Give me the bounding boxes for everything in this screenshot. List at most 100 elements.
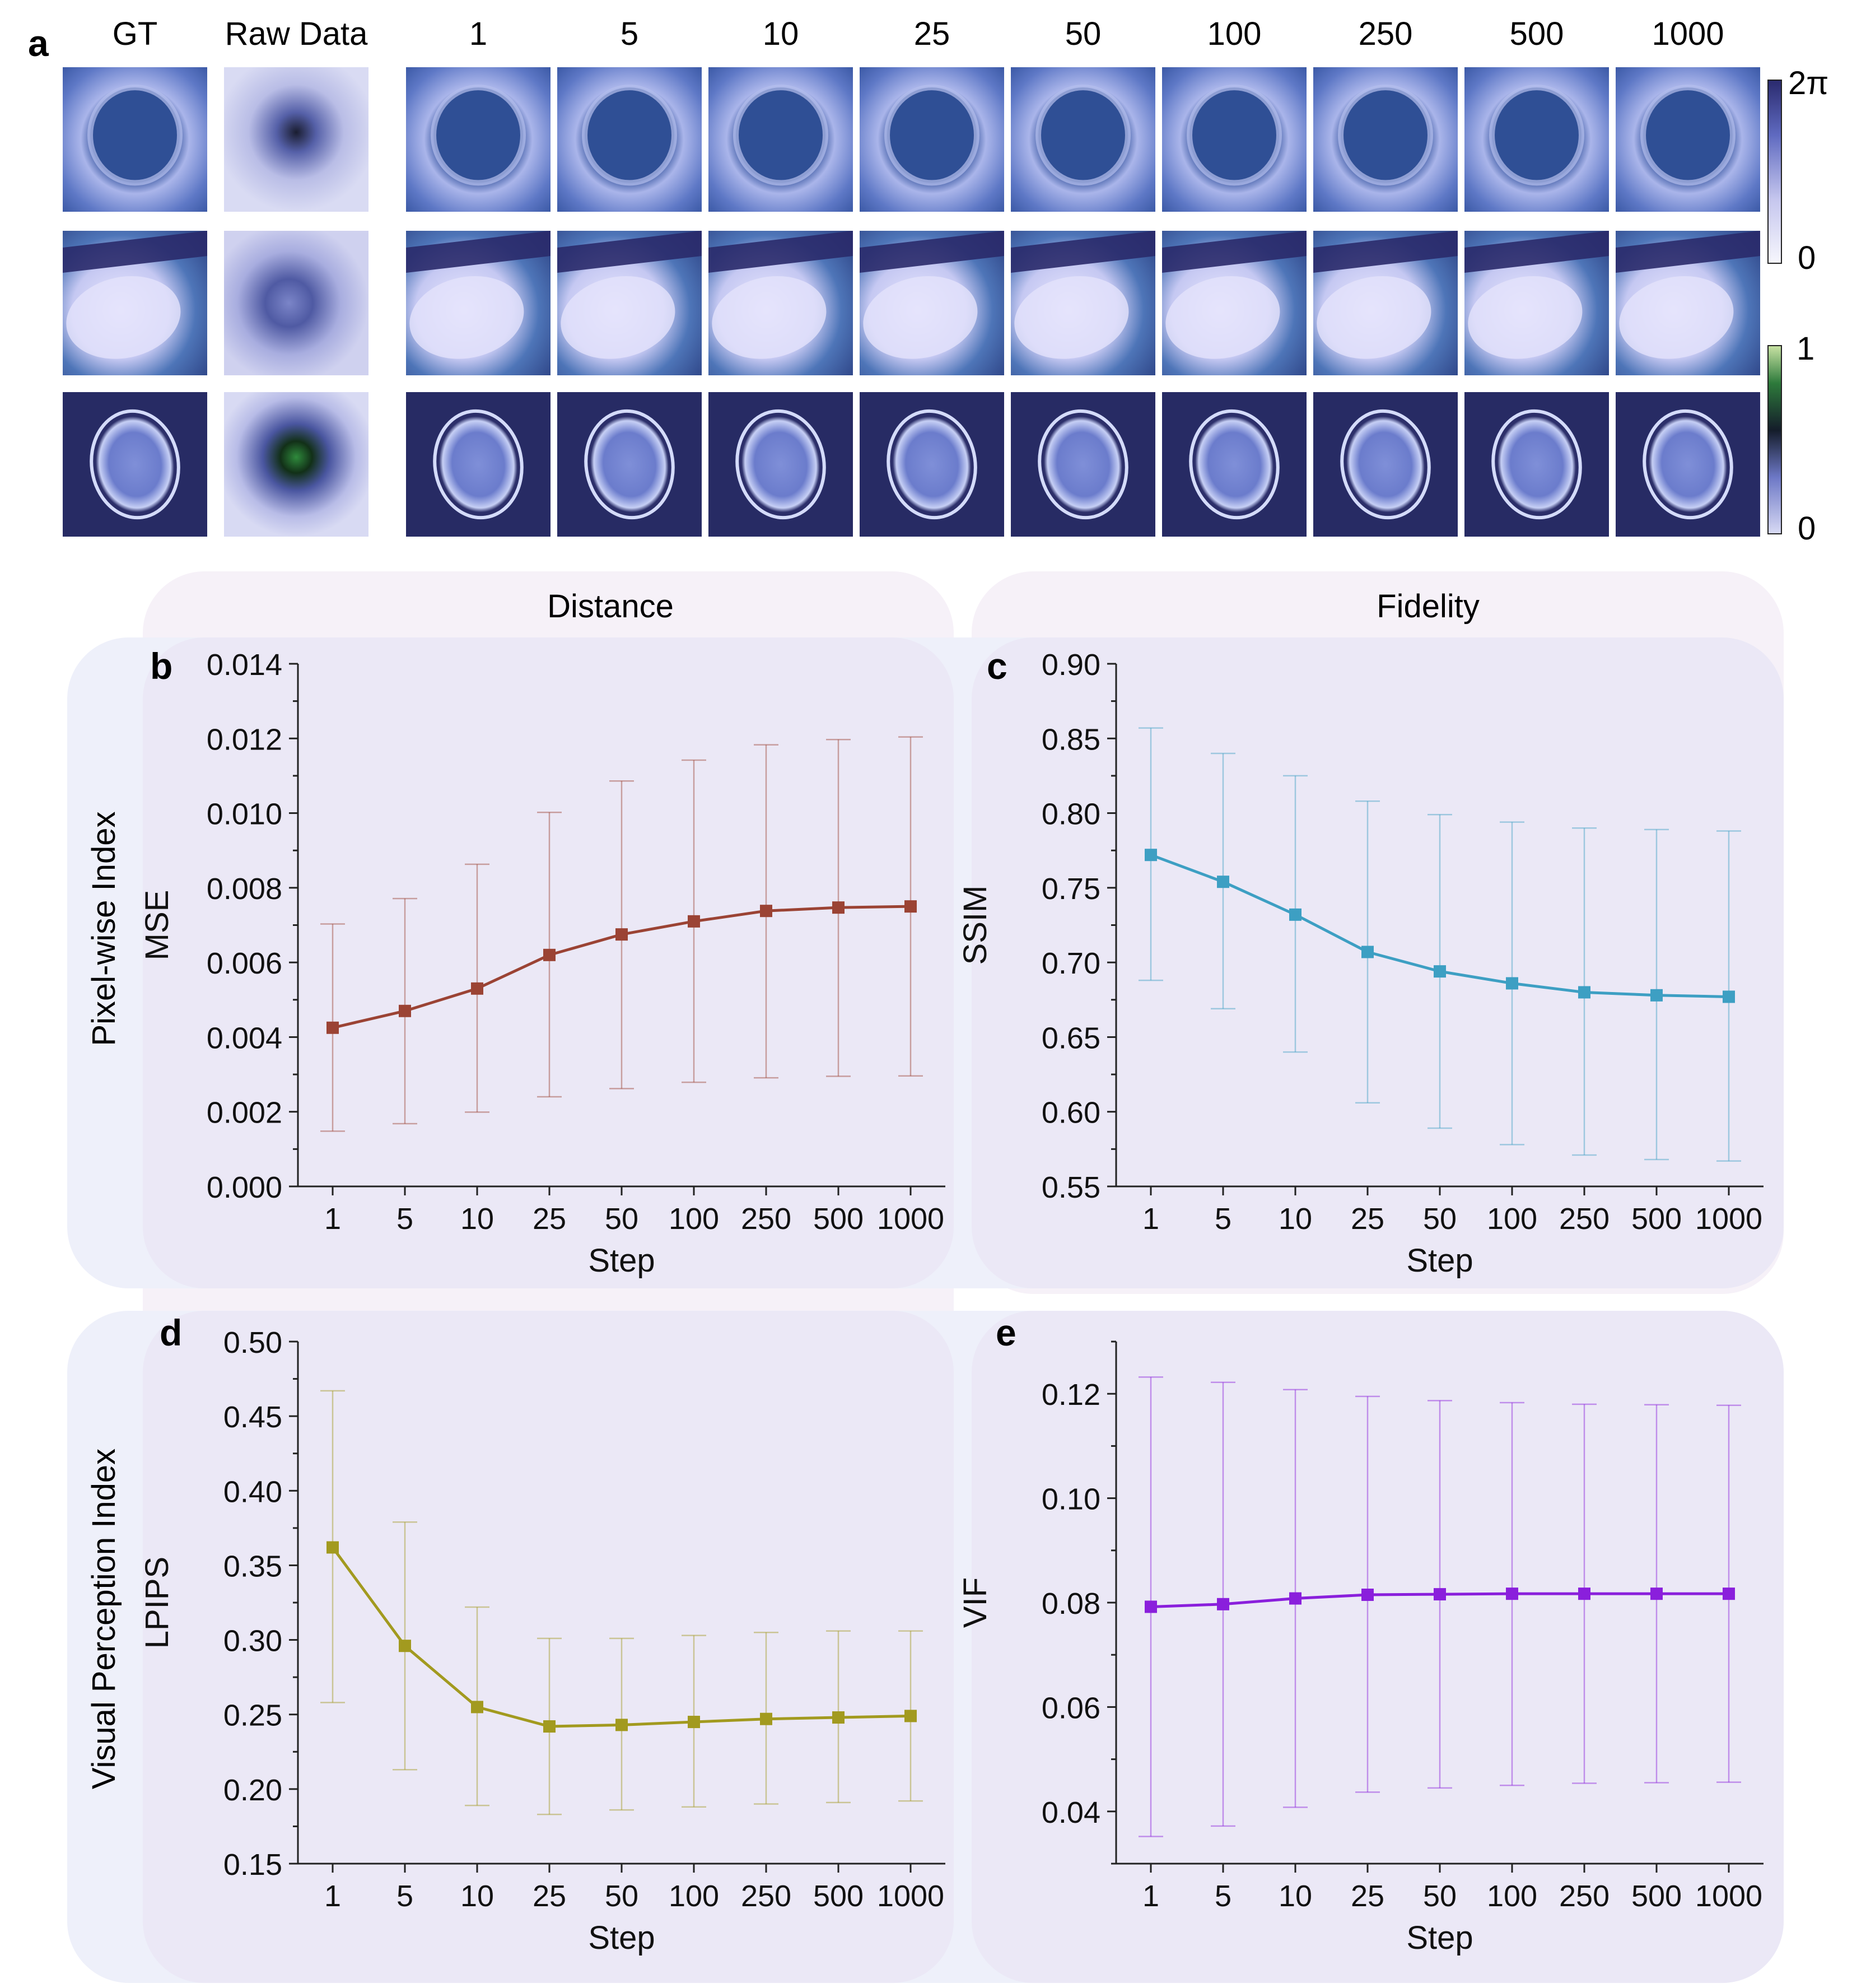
x-tick-label-b: 25 — [533, 1202, 566, 1236]
data-point-d — [904, 1710, 917, 1722]
x-tick-label-d: 1000 — [877, 1879, 944, 1913]
data-point-c — [1434, 965, 1446, 978]
panel-letter-d: d — [160, 1312, 182, 1353]
image-tile-r1-c6 — [1011, 231, 1155, 375]
x-tick-label-b: 250 — [741, 1202, 791, 1236]
y-tick-label-b: 0.002 — [207, 1096, 282, 1130]
x-tick-label-e: 50 — [1423, 1879, 1457, 1913]
data-point-c — [1506, 977, 1518, 990]
x-tick-label-c: 25 — [1351, 1202, 1384, 1236]
x-tick-label-c: 1 — [1142, 1202, 1159, 1236]
x-tick-label-c: 250 — [1559, 1202, 1610, 1236]
y-axis-title-d: LPIPS — [139, 1557, 175, 1649]
image-tile-r2-c0 — [63, 392, 207, 537]
x-tick-label-b: 500 — [813, 1202, 864, 1236]
data-point-c — [1145, 849, 1157, 862]
image-tile-r0-c8 — [1313, 67, 1458, 212]
data-point-b — [615, 928, 628, 941]
image-tile-r0-c6 — [1011, 67, 1155, 212]
group-label-pixel-wise: Pixel-wise Index — [86, 811, 122, 1046]
x-tick-label-b: 10 — [460, 1202, 494, 1236]
x-tick-label-e: 10 — [1279, 1879, 1312, 1913]
data-point-e — [1434, 1588, 1446, 1601]
x-tick-label-e: 500 — [1631, 1879, 1682, 1913]
x-tick-label-c: 50 — [1423, 1202, 1457, 1236]
x-tick-label-d: 250 — [741, 1879, 791, 1913]
data-point-c — [1723, 990, 1735, 1003]
image-tile-r2-c7 — [1162, 392, 1307, 537]
y-tick-label-d: 0.40 — [223, 1475, 282, 1509]
data-point-b — [904, 900, 917, 913]
cell-bg-e — [972, 1311, 1784, 1983]
data-point-d — [760, 1712, 772, 1725]
data-point-e — [1506, 1587, 1518, 1600]
x-tick-label-d: 1 — [324, 1879, 341, 1913]
x-tick-label-d: 100 — [669, 1879, 719, 1913]
image-tile-r1-c2 — [406, 231, 551, 375]
raw-colorbar-max: 1 — [1797, 330, 1814, 367]
phase-colorbar-min: 0 — [1798, 240, 1816, 276]
y-tick-label-b: 0.008 — [207, 872, 282, 906]
x-tick-label-e: 100 — [1487, 1879, 1537, 1913]
data-point-e — [1217, 1598, 1229, 1610]
image-tile-r1-c7 — [1162, 231, 1307, 375]
y-tick-label-b: 0.004 — [207, 1021, 282, 1055]
data-point-b — [326, 1021, 339, 1034]
column-header-9: 500 — [1510, 16, 1564, 52]
y-tick-label-c: 0.75 — [1042, 872, 1100, 906]
x-tick-label-d: 10 — [460, 1879, 494, 1913]
image-tile-r0-c0 — [63, 67, 207, 212]
column-header-4: 10 — [763, 16, 799, 52]
y-tick-label-d: 0.45 — [223, 1400, 282, 1434]
image-tile-r2-c6 — [1011, 392, 1155, 537]
data-point-e — [1578, 1587, 1590, 1600]
x-tick-label-e: 1 — [1142, 1879, 1159, 1913]
y-tick-label-b: 0.000 — [207, 1171, 282, 1204]
x-tick-label-c: 10 — [1279, 1202, 1312, 1236]
x-axis-title-b: Step — [588, 1242, 655, 1279]
column-header-0: GT — [113, 16, 158, 52]
column-header-7: 100 — [1207, 16, 1262, 52]
y-tick-label-d: 0.15 — [223, 1848, 282, 1882]
y-tick-label-d: 0.30 — [223, 1624, 282, 1658]
column-header-10: 1000 — [1652, 16, 1724, 52]
data-point-b — [688, 915, 700, 928]
y-tick-label-b: 0.006 — [207, 947, 282, 980]
cell-bg-b — [143, 637, 954, 1288]
data-point-c — [1578, 986, 1590, 999]
x-tick-label-c: 100 — [1487, 1202, 1537, 1236]
x-tick-label-e: 25 — [1351, 1879, 1384, 1913]
charts: 0.000 0.002 0.004 0.006 0.008 0.010 0.012 0.014… — [139, 648, 1764, 1956]
x-axis-title-e: Step — [1406, 1920, 1473, 1956]
image-tile-r1-c8 — [1313, 231, 1458, 375]
data-point-d — [543, 1720, 556, 1733]
image-tile-r0-c1 — [224, 67, 368, 212]
image-tile-r2-c10 — [1616, 392, 1760, 537]
y-axis-title-c: SSIM — [957, 886, 993, 965]
x-axis-title-d: Step — [588, 1920, 655, 1956]
x-tick-label-b: 5 — [396, 1202, 413, 1236]
image-tile-r0-c3 — [557, 67, 702, 212]
column-headers: GT Raw Data 1 5 10 25 50 100 250 500 1000 — [113, 16, 1724, 52]
x-axis-title-c: Step — [1406, 1242, 1473, 1279]
data-point-e — [1650, 1587, 1663, 1600]
panel-backgrounds — [67, 571, 1784, 1983]
data-point-b — [543, 948, 556, 961]
y-tick-label-c: 0.85 — [1042, 723, 1100, 756]
data-point-d — [688, 1716, 700, 1729]
data-point-c — [1361, 946, 1374, 958]
column-header-2: 1 — [469, 16, 487, 52]
y-tick-label-d: 0.25 — [223, 1699, 282, 1733]
column-header-8: 250 — [1359, 16, 1413, 52]
image-tile-r2-c9 — [1464, 392, 1609, 537]
raw-colorbar-min: 0 — [1798, 510, 1816, 547]
image-tile-r0-c10 — [1616, 67, 1760, 212]
y-tick-label-c: 0.60 — [1042, 1096, 1100, 1130]
data-point-e — [1289, 1592, 1301, 1605]
x-tick-label-c: 1000 — [1695, 1202, 1762, 1236]
y-tick-label-e: 0.04 — [1042, 1796, 1100, 1829]
image-tile-r1-c9 — [1464, 231, 1609, 375]
image-tile-r1-c1 — [224, 231, 368, 375]
image-tile-r0-c9 — [1464, 67, 1609, 212]
y-tick-label-b: 0.014 — [207, 648, 282, 682]
